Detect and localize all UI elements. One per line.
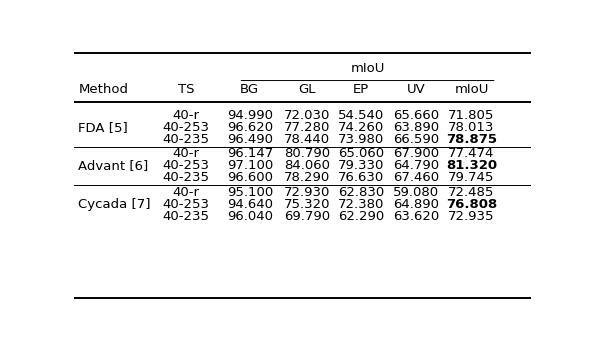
Text: 63.890: 63.890 <box>393 121 439 134</box>
Text: 78.013: 78.013 <box>448 121 495 134</box>
Text: 72.030: 72.030 <box>284 109 330 122</box>
Text: 96.620: 96.620 <box>227 121 273 134</box>
Text: 64.790: 64.790 <box>393 159 439 172</box>
Text: 94.990: 94.990 <box>227 109 273 122</box>
Text: 94.640: 94.640 <box>227 198 273 211</box>
Text: 67.900: 67.900 <box>393 147 439 160</box>
Text: 65.660: 65.660 <box>393 109 439 122</box>
Text: 66.590: 66.590 <box>393 133 439 146</box>
Text: 78.440: 78.440 <box>284 133 330 146</box>
Text: 40-r: 40-r <box>172 186 199 199</box>
Text: 67.460: 67.460 <box>393 171 439 184</box>
Text: 76.808: 76.808 <box>446 198 497 211</box>
Text: 71.805: 71.805 <box>448 109 495 122</box>
Text: 73.980: 73.980 <box>338 133 384 146</box>
Text: 96.040: 96.040 <box>227 210 273 223</box>
Text: 75.320: 75.320 <box>284 198 330 211</box>
Text: 96.600: 96.600 <box>227 171 273 184</box>
Text: BG: BG <box>240 83 260 96</box>
Text: 78.290: 78.290 <box>284 171 330 184</box>
Text: 72.935: 72.935 <box>448 210 495 223</box>
Text: mIoU: mIoU <box>454 83 489 96</box>
Text: TS: TS <box>178 83 194 96</box>
Text: 81.320: 81.320 <box>446 159 497 172</box>
Text: 96.490: 96.490 <box>227 133 273 146</box>
Text: UV: UV <box>407 83 425 96</box>
Text: 54.540: 54.540 <box>338 109 384 122</box>
Text: 80.790: 80.790 <box>284 147 330 160</box>
Text: 64.890: 64.890 <box>393 198 439 211</box>
Text: 40-253: 40-253 <box>162 121 209 134</box>
Text: GL: GL <box>298 83 316 96</box>
Text: 77.280: 77.280 <box>284 121 330 134</box>
Text: Cycada [7]: Cycada [7] <box>78 198 151 211</box>
Text: 74.260: 74.260 <box>338 121 384 134</box>
Text: 72.930: 72.930 <box>284 186 330 199</box>
Text: 59.080: 59.080 <box>393 186 439 199</box>
Text: 62.830: 62.830 <box>338 186 384 199</box>
Text: 40-253: 40-253 <box>162 198 209 211</box>
Text: 63.620: 63.620 <box>393 210 439 223</box>
Text: Advant [6]: Advant [6] <box>78 159 149 172</box>
Text: 40-235: 40-235 <box>162 210 209 223</box>
Text: Method: Method <box>78 83 128 96</box>
Text: 77.474: 77.474 <box>448 147 495 160</box>
Text: mIoU: mIoU <box>350 62 385 75</box>
Text: 62.290: 62.290 <box>338 210 384 223</box>
Text: 40-253: 40-253 <box>162 159 209 172</box>
Text: 95.100: 95.100 <box>227 186 273 199</box>
Text: 40-235: 40-235 <box>162 171 209 184</box>
Text: 96.147: 96.147 <box>227 147 273 160</box>
Text: 40-r: 40-r <box>172 147 199 160</box>
Text: 79.745: 79.745 <box>448 171 495 184</box>
Text: 84.060: 84.060 <box>284 159 330 172</box>
Text: 76.630: 76.630 <box>338 171 384 184</box>
Text: 40-r: 40-r <box>172 109 199 122</box>
Text: 79.330: 79.330 <box>337 159 384 172</box>
Text: 65.060: 65.060 <box>338 147 384 160</box>
Text: 72.380: 72.380 <box>337 198 384 211</box>
Text: EP: EP <box>353 83 369 96</box>
Text: 69.790: 69.790 <box>284 210 330 223</box>
Text: 72.485: 72.485 <box>448 186 495 199</box>
Text: FDA [5]: FDA [5] <box>78 121 128 134</box>
Text: 78.875: 78.875 <box>446 133 497 146</box>
Text: 97.100: 97.100 <box>227 159 273 172</box>
Text: 40-235: 40-235 <box>162 133 209 146</box>
